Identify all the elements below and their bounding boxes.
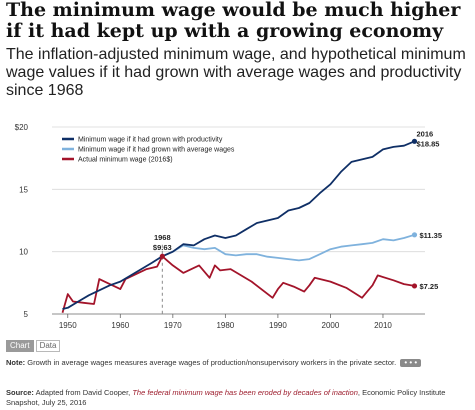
line-chart: 5 10 15 $20 1950 1960 1970 1980 1990 2000 2010 Mi… xyxy=(15,123,442,330)
x-axis: 1950 1960 1970 1980 1990 2000 2010 xyxy=(59,314,392,330)
annotations: 1968 $9.63 2016 $18.85 $11.35 $7.25 xyxy=(153,129,442,291)
endpoint-dots xyxy=(159,138,418,289)
chart-source: Source: Adapted from David Cooper, The f… xyxy=(6,388,468,408)
annotation-1968-year: 1968 xyxy=(154,233,171,242)
series-lines xyxy=(61,140,415,314)
view-tabs: Chart Data xyxy=(6,340,61,352)
endpoint-dot-actual xyxy=(411,283,418,289)
source-label: Source: xyxy=(6,388,34,397)
tab-chart[interactable]: Chart xyxy=(6,340,34,352)
annotation-1968-value: $9.63 xyxy=(153,243,172,252)
tab-data[interactable]: Data xyxy=(35,340,61,352)
y-tick-label: 10 xyxy=(19,248,28,257)
chart-title: The minimum wage would be much higher if… xyxy=(6,0,461,42)
x-tick-label: 1980 xyxy=(216,321,234,330)
legend: Minimum wage if it had grown with produc… xyxy=(62,137,235,164)
legend-label-average-wages: Minimum wage if it had grown with averag… xyxy=(78,147,235,154)
source-text-after: , Economic Policy Institute Snapshot, Ju… xyxy=(6,388,446,407)
source-link[interactable]: The federal minimum wage has been eroded… xyxy=(132,388,358,397)
x-tick-label: 1990 xyxy=(269,321,287,330)
endpoint-dot-average-wages xyxy=(411,232,418,238)
legend-label-actual: Actual minimum wage (2016$) xyxy=(78,157,173,164)
source-text-before: Adapted from David Cooper, xyxy=(35,388,131,397)
y-axis-labels: 5 10 15 $20 xyxy=(15,123,29,319)
note-more-button[interactable]: • • • xyxy=(400,359,422,368)
annotation-actual-end: $7.25 xyxy=(419,282,438,291)
y-grid xyxy=(52,126,425,253)
marker-dot-1968 xyxy=(159,253,165,259)
x-tick-label: 1950 xyxy=(59,321,77,330)
x-tick-label: 1970 xyxy=(164,321,182,330)
x-tick-label: 1960 xyxy=(111,321,129,330)
annotation-average-wages-end: $11.35 xyxy=(419,231,442,240)
series-line-average-wages xyxy=(161,233,415,262)
endpoint-dot-productivity xyxy=(411,138,418,144)
x-tick-label: 2010 xyxy=(374,321,392,330)
annotation-productivity-end: $18.85 xyxy=(416,139,439,148)
series-line-productivity xyxy=(62,140,415,310)
legend-label-productivity: Minimum wage if it had grown with produc… xyxy=(78,137,223,144)
chart-note: Note: Growth in average wages measures a… xyxy=(6,358,468,368)
note-text: Growth in average wages measures average… xyxy=(27,358,397,367)
note-label: Note: xyxy=(6,358,26,367)
y-tick-label: $20 xyxy=(15,123,29,132)
chart-subtitle: The inflation-adjusted minimum wage, and… xyxy=(6,46,466,99)
series-line-actual xyxy=(61,255,415,314)
annotation-2016-year: 2016 xyxy=(416,129,433,138)
y-tick-label: 5 xyxy=(24,310,29,319)
x-tick-label: 2000 xyxy=(322,321,340,330)
y-tick-label: 15 xyxy=(19,185,28,194)
